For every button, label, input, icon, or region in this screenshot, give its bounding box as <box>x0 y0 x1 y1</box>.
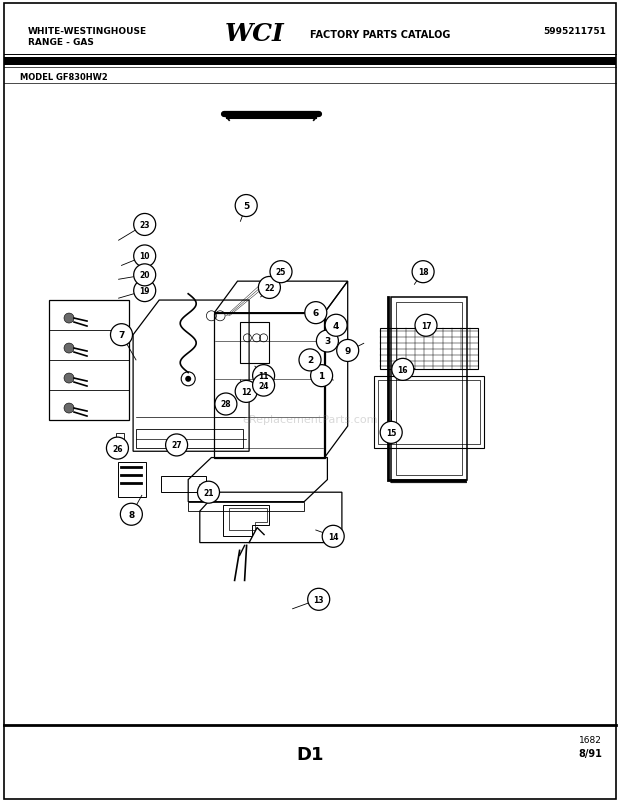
Text: 5: 5 <box>243 202 249 210</box>
Circle shape <box>311 365 332 387</box>
Text: 13: 13 <box>314 595 324 604</box>
Text: 6: 6 <box>312 309 319 318</box>
Text: 17: 17 <box>421 321 432 330</box>
Text: 21: 21 <box>203 488 214 497</box>
Circle shape <box>252 375 275 397</box>
Circle shape <box>400 370 406 376</box>
Circle shape <box>185 377 191 382</box>
Circle shape <box>64 314 74 324</box>
Circle shape <box>64 404 74 414</box>
Circle shape <box>337 340 359 362</box>
Circle shape <box>215 393 237 415</box>
Circle shape <box>134 214 156 236</box>
Circle shape <box>134 246 156 267</box>
Text: D1: D1 <box>296 745 324 763</box>
Text: 23: 23 <box>140 221 150 230</box>
Circle shape <box>252 365 275 387</box>
Circle shape <box>134 264 156 287</box>
Text: 4: 4 <box>333 321 339 330</box>
Circle shape <box>235 381 257 403</box>
Text: WHITE-WESTINGHOUSE: WHITE-WESTINGHOUSE <box>28 27 147 36</box>
Bar <box>116 433 124 445</box>
Text: 1: 1 <box>319 372 325 381</box>
Circle shape <box>392 359 414 381</box>
Circle shape <box>235 195 257 218</box>
Circle shape <box>259 277 280 299</box>
Circle shape <box>308 589 330 610</box>
Text: 27: 27 <box>171 441 182 450</box>
Text: 14: 14 <box>328 532 339 541</box>
Text: 24: 24 <box>259 381 269 390</box>
Text: 20: 20 <box>140 271 150 280</box>
Text: eReplacementParts.com: eReplacementParts.com <box>242 414 378 425</box>
Circle shape <box>305 302 327 324</box>
Circle shape <box>110 324 133 346</box>
Circle shape <box>198 482 219 503</box>
Text: 11: 11 <box>259 372 269 381</box>
Circle shape <box>412 261 434 283</box>
Bar <box>379 329 478 370</box>
Text: 1682: 1682 <box>579 735 602 744</box>
Text: FACTORY PARTS CATALOG: FACTORY PARTS CATALOG <box>310 30 450 40</box>
Text: 2: 2 <box>307 356 313 365</box>
Circle shape <box>166 434 188 456</box>
Text: 18: 18 <box>418 268 428 277</box>
Circle shape <box>64 373 74 384</box>
Text: 8: 8 <box>128 510 135 519</box>
Circle shape <box>134 280 156 302</box>
Circle shape <box>325 315 347 336</box>
Bar <box>118 462 146 497</box>
Text: 7: 7 <box>118 331 125 340</box>
Circle shape <box>64 344 74 353</box>
Circle shape <box>415 315 437 336</box>
Text: 28: 28 <box>221 400 231 409</box>
Text: 5995211751: 5995211751 <box>543 27 606 36</box>
Bar <box>49 300 129 421</box>
Text: 10: 10 <box>140 252 150 261</box>
Text: 25: 25 <box>276 268 286 277</box>
Circle shape <box>107 438 128 459</box>
Text: MODEL GF830HW2: MODEL GF830HW2 <box>20 73 108 82</box>
Circle shape <box>270 261 292 283</box>
Text: 3: 3 <box>324 337 330 346</box>
Text: 16: 16 <box>397 365 408 374</box>
Text: 26: 26 <box>112 444 123 453</box>
Text: 9: 9 <box>345 347 351 356</box>
Circle shape <box>380 422 402 444</box>
Circle shape <box>322 526 344 548</box>
Bar <box>4 58 616 66</box>
Text: 8/91: 8/91 <box>578 748 602 758</box>
Text: 12: 12 <box>241 387 252 397</box>
Text: 15: 15 <box>386 428 396 438</box>
Text: 22: 22 <box>264 283 275 292</box>
Circle shape <box>316 331 339 353</box>
Text: WCI: WCI <box>225 22 285 46</box>
Text: 19: 19 <box>140 287 150 296</box>
Circle shape <box>299 349 321 372</box>
Polygon shape <box>388 480 467 483</box>
Circle shape <box>349 344 355 351</box>
Circle shape <box>120 503 143 526</box>
Text: RANGE - GAS: RANGE - GAS <box>28 38 94 47</box>
